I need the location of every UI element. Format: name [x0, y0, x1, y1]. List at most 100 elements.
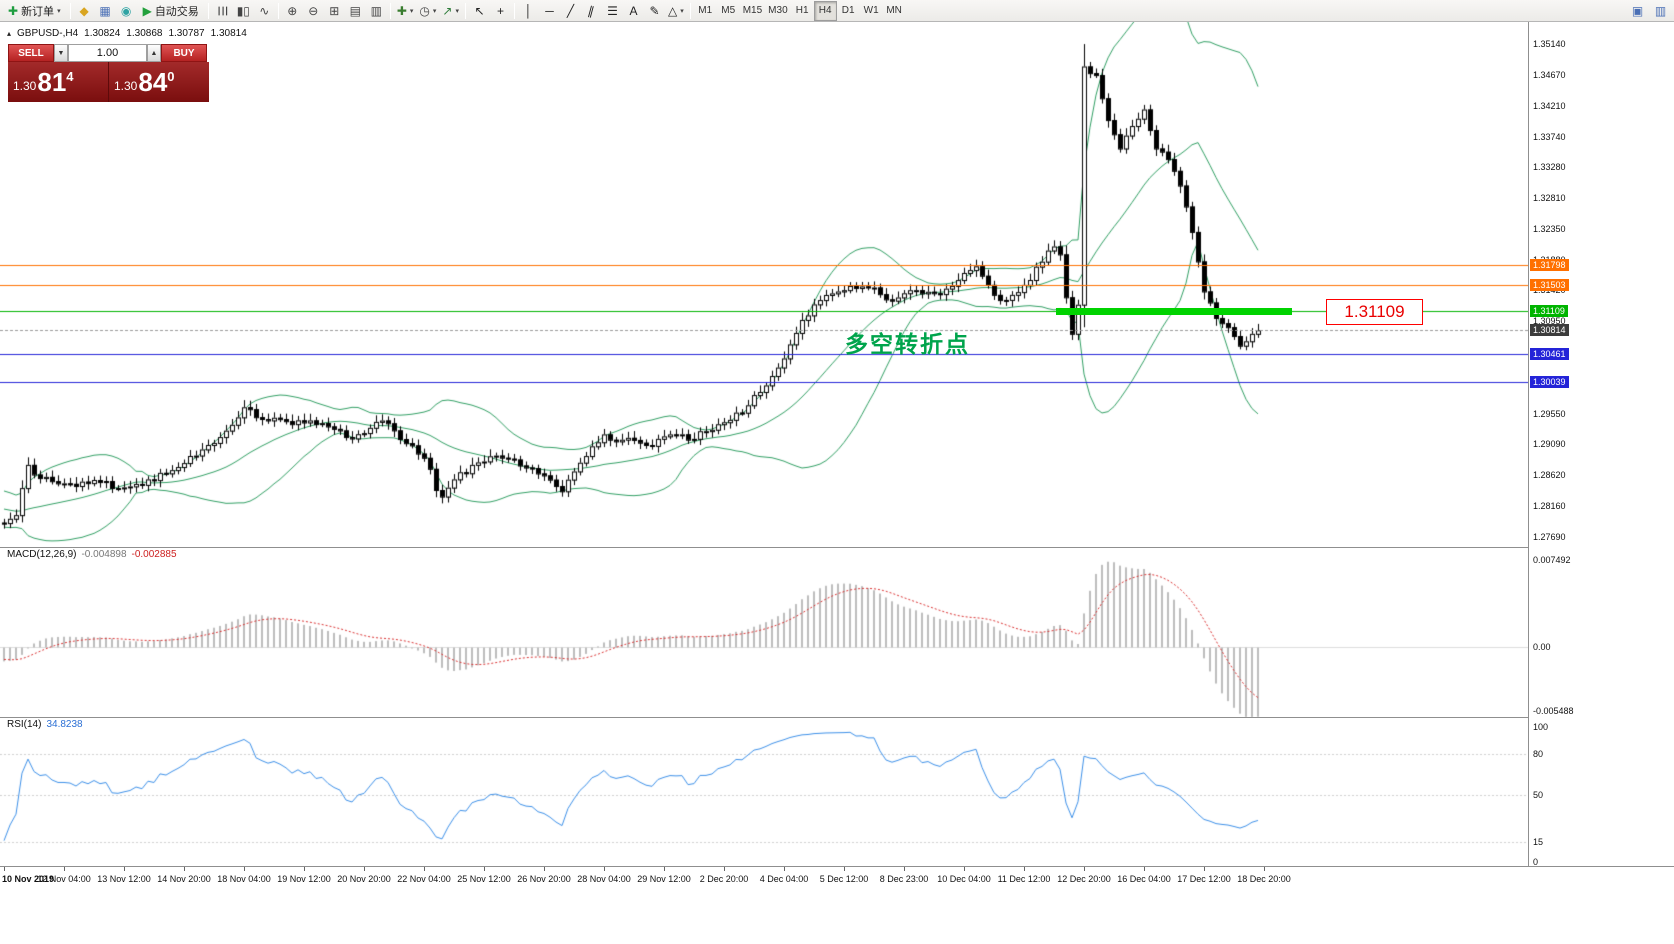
- buy-button[interactable]: BUY: [161, 44, 207, 62]
- dock-window-button[interactable]: ▣: [1627, 1, 1648, 21]
- caret-down-icon: ▾: [409, 7, 414, 15]
- timeframe-w1-button[interactable]: W1: [860, 1, 883, 21]
- time-axis-label: 5 Dec 12:00: [819, 874, 869, 884]
- market-watch-button[interactable]: ▦: [95, 1, 116, 21]
- time-tick: [424, 867, 425, 871]
- panel-separator-macd[interactable]: [0, 547, 1674, 548]
- buy-price-big: 84: [138, 67, 168, 97]
- fibonacci-button[interactable]: ☰: [602, 1, 623, 21]
- autotrading-label: 自动交易: [154, 5, 199, 18]
- timeframe-m15-button[interactable]: M15: [740, 1, 765, 21]
- cascade-windows-button[interactable]: ▥: [366, 1, 387, 21]
- pivot-level-line[interactable]: [1056, 307, 1292, 315]
- chart-window: ▴ GBPUSD-,H4 1.30824 1.30868 1.30787 1.3…: [0, 22, 1674, 944]
- time-axis-label: 20 Nov 20:00: [337, 874, 391, 884]
- text-label-button[interactable]: ✎: [644, 1, 665, 21]
- buy-price-display[interactable]: 1.30 84 0: [108, 62, 209, 102]
- caret-down-icon: ▾: [455, 7, 459, 15]
- time-tick: [244, 867, 245, 871]
- shapes-icon: △: [667, 3, 678, 18]
- time-axis[interactable]: 10 Nov 2019 12 Nov 04:00 13 Nov 12:00 14 No…: [0, 866, 1674, 892]
- bar-chart-type-button[interactable]: ☰: [212, 1, 233, 21]
- macd-axis-label: 0.00: [1533, 642, 1551, 653]
- price-level-label: 1.30039: [1530, 375, 1569, 388]
- time-axis-label: 12 Dec 20:00: [1057, 874, 1111, 884]
- macd-axis-label: -0.005488: [1533, 706, 1574, 717]
- text-button[interactable]: A: [623, 1, 644, 21]
- time-axis-label: 22 Nov 04:00: [397, 874, 451, 884]
- timeframe-m1-button[interactable]: M1: [694, 1, 717, 21]
- tile-windows-button[interactable]: ⊞: [324, 1, 345, 21]
- indicators-button[interactable]: ↗ ▾: [439, 1, 462, 21]
- signals-button[interactable]: ◉: [116, 1, 137, 21]
- crosshair-button[interactable]: +: [490, 1, 511, 21]
- time-tick: [604, 867, 605, 871]
- shapes-button[interactable]: △ ▾: [665, 1, 687, 21]
- timeframe-h1-button[interactable]: H1: [791, 1, 814, 21]
- price-chart-canvas[interactable]: [0, 22, 1528, 866]
- time-axis-label: 16 Dec 04:00: [1117, 874, 1171, 884]
- price-level-label: 1.31798: [1530, 259, 1569, 272]
- tile-windows-icon: ⊞: [329, 3, 340, 18]
- volume-input[interactable]: [68, 44, 147, 62]
- time-tick: [304, 867, 305, 871]
- zoom-in-button[interactable]: ⊕: [282, 1, 303, 21]
- ohlc-high: 1.30868: [126, 28, 163, 39]
- symbol-icon: ▴: [7, 29, 12, 38]
- dock-panel-button[interactable]: ▥: [1650, 1, 1671, 21]
- timeframe-m5-button[interactable]: M5: [717, 1, 740, 21]
- toolbar-separator: [207, 2, 209, 19]
- arrange-windows-button[interactable]: ▤: [345, 1, 366, 21]
- text-icon: A: [629, 3, 638, 18]
- price-axis-label: 1.30950: [1533, 316, 1566, 327]
- pivot-annotation-text[interactable]: 多空转折点: [845, 331, 970, 357]
- line-chart-type-button[interactable]: ∿: [254, 1, 275, 21]
- time-tick: [1204, 867, 1205, 871]
- macd-indicator-label: MACD(12,26,9) -0.004898 -0.002885: [7, 549, 177, 560]
- macd-axis-label: 0.007492: [1533, 554, 1571, 565]
- timeframe-mn-button[interactable]: MN: [883, 1, 906, 21]
- price-axis-label: 1.33740: [1533, 131, 1566, 142]
- sell-button[interactable]: SELL: [8, 44, 54, 62]
- crosshair-icon: +: [496, 3, 504, 18]
- channel-button[interactable]: ∥: [581, 1, 602, 21]
- time-axis-label: 18 Dec 20:00: [1237, 874, 1291, 884]
- timeframe-d1-button[interactable]: D1: [837, 1, 860, 21]
- rsi-indicator-label: RSI(14) 34.8238: [7, 719, 83, 730]
- panel-separator-rsi[interactable]: [0, 717, 1674, 718]
- price-level-label: 1.31109: [1530, 304, 1568, 317]
- volume-increase-button[interactable]: ▲: [147, 44, 161, 62]
- periods-button[interactable]: ◷ ▾: [416, 1, 439, 21]
- caret-down-icon: ▾: [432, 7, 437, 15]
- vertical-line-button[interactable]: │: [518, 1, 539, 21]
- new-chart-icon: ✚: [396, 3, 407, 18]
- autotrading-button[interactable]: ▶ 自动交易: [137, 1, 205, 21]
- horizontal-line-button[interactable]: ─: [539, 1, 560, 21]
- timeframe-m30-button[interactable]: M30: [765, 1, 790, 21]
- volume-decrease-button[interactable]: ▼: [54, 44, 68, 62]
- price-axis-label: 1.34210: [1533, 100, 1566, 111]
- macd-main-value: -0.004898: [81, 549, 127, 560]
- price-callout-box[interactable]: 1.31109: [1326, 299, 1423, 325]
- new-chart-button[interactable]: ✚ ▾: [394, 1, 417, 21]
- toolbar-separator: [464, 2, 466, 19]
- buy-price-prefix: 1.30: [114, 79, 138, 93]
- sell-price-display[interactable]: 1.30 81 4: [8, 62, 108, 102]
- trendline-button[interactable]: ╱: [560, 1, 581, 21]
- candle-chart-type-button[interactable]: ▮▯: [233, 1, 254, 21]
- timeframe-h4-button[interactable]: H4: [813, 0, 837, 21]
- new-order-button[interactable]: ✚ 新订单 ▾: [2, 1, 67, 21]
- time-axis-label: 8 Dec 23:00: [879, 874, 929, 884]
- caret-down-icon: ▾: [680, 7, 684, 15]
- rsi-name: RSI(14): [7, 719, 42, 730]
- zoom-in-icon: ⊕: [287, 3, 298, 18]
- indicators-icon: ↗: [442, 3, 453, 18]
- macd-name: MACD(12,26,9): [7, 549, 77, 560]
- cursor-button[interactable]: ↖: [469, 1, 490, 21]
- charts-profile-button[interactable]: ◆: [74, 1, 95, 21]
- price-axis[interactable]: 1.35140 1.34670 1.34210 1.33740 1.33280 1.328…: [1528, 22, 1674, 867]
- zoom-out-button[interactable]: ⊖: [303, 1, 324, 21]
- toolbar-separator: [689, 2, 691, 19]
- time-tick: [664, 867, 665, 871]
- time-axis-label: 13 Nov 12:00: [97, 874, 151, 884]
